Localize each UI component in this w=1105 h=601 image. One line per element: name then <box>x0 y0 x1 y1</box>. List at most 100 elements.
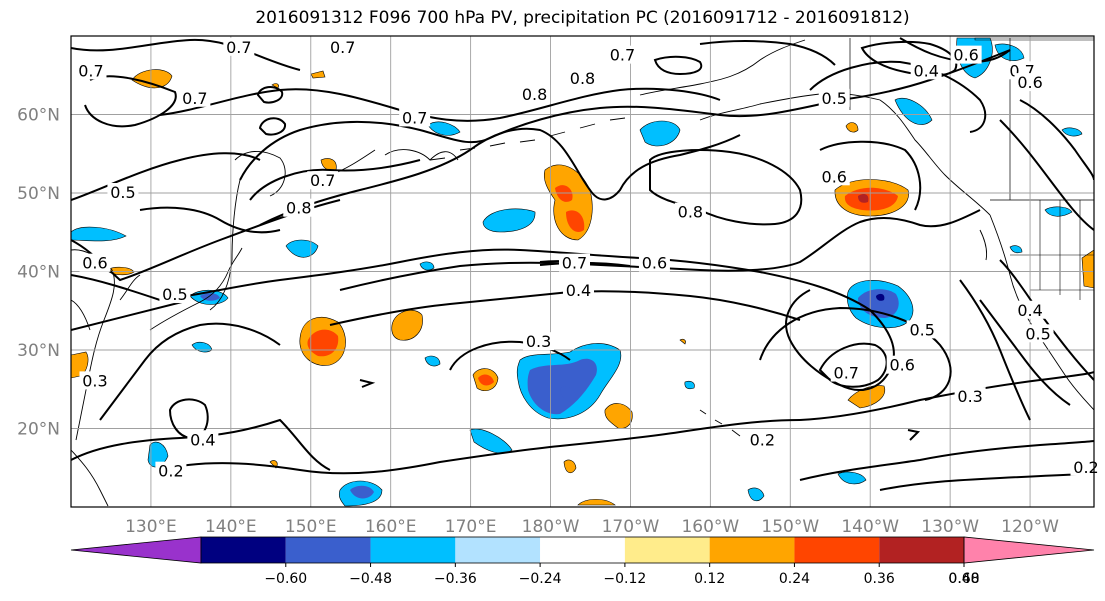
colorbar-tick-label: −0.24 <box>519 571 562 587</box>
colorbar-bin <box>201 537 286 563</box>
colorbar-tick-label: 0.60 <box>948 571 979 587</box>
contour-label-bg <box>606 45 638 64</box>
contour-label: 0.8 <box>678 203 703 222</box>
lat-tick-label: 50°N <box>17 184 60 204</box>
contour-label: 0.3 <box>526 332 551 351</box>
contour-label: 0.5 <box>110 183 135 202</box>
contour-label-bg <box>563 281 595 300</box>
lon-tick-label: 140°W <box>841 517 899 537</box>
colorbar-extend-min <box>70 536 202 564</box>
contour-label: 0.5 <box>909 320 934 339</box>
colorbar-bin <box>624 537 710 563</box>
colorbar-tick-label: −0.12 <box>603 571 646 587</box>
contour-label-bg <box>638 253 670 272</box>
contour-label-bg <box>830 363 862 382</box>
contour-label: 0.4 <box>913 61 938 80</box>
contour-label-bg <box>523 332 555 351</box>
contour-label-bg <box>79 371 111 390</box>
contour-label-bg <box>179 88 211 107</box>
lat-tick-label: 40°N <box>17 263 60 283</box>
lon-tick-label: 160°E <box>365 517 417 537</box>
contour-label: 0.4 <box>190 430 215 449</box>
contour-label: 0.4 <box>566 281 591 300</box>
contour-label: 0.4 <box>1017 301 1042 320</box>
map-title: 2016091312 F096 700 hPa PV, precipitatio… <box>255 8 910 28</box>
colorbar-bin <box>370 537 456 563</box>
colorbar-tick-label: −0.36 <box>434 571 477 587</box>
contour-label: 0.7 <box>610 46 635 65</box>
contour-label: 0.8 <box>522 85 547 104</box>
contour-label-bg <box>567 69 598 88</box>
contour-label-bg <box>327 37 359 56</box>
contour-label: 0.6 <box>82 254 107 273</box>
colorbar-tick-label: 0.24 <box>779 571 810 587</box>
contour-label-bg <box>399 108 431 127</box>
contour-label: 0.8 <box>570 69 595 88</box>
contour-label-bg <box>910 61 942 80</box>
contour-label: 0.7 <box>834 364 859 383</box>
colorbar-bin <box>794 537 880 563</box>
colorbar-tick-label: 0.12 <box>694 571 725 587</box>
colorbar-tick-label: −0.60 <box>264 571 307 587</box>
contour-label-bg <box>559 253 591 272</box>
contour-label: 0.7 <box>310 171 335 190</box>
colorbar-bin <box>540 537 625 563</box>
lon-tick-label: 170°W <box>602 517 660 537</box>
colorbar: −0.60 −0.48 −0.36 −0.24 −0.12 0.12 0.24 0.36 0.4… <box>70 536 1095 587</box>
colorbar-bin <box>709 537 795 563</box>
contour-label-bg <box>159 285 191 304</box>
contour-label: 0.7 <box>226 38 251 57</box>
map-frame <box>70 35 1095 508</box>
pv-contours <box>71 37 1094 491</box>
colorbar-tick-label: 0.48 <box>948 571 979 587</box>
contour-label-bg <box>519 84 551 103</box>
lon-tick-label: 160°W <box>681 517 739 537</box>
lon-tick-label: 120°W <box>1001 517 1059 537</box>
contour-label-bg <box>223 37 255 56</box>
contour-label: 0.7 <box>78 61 103 80</box>
contour-label-bg <box>283 198 315 217</box>
lat-axis-labels: 60°N 50°N 40°N 30°N 20°N <box>17 106 60 440</box>
lat-tick-label: 20°N <box>17 420 60 440</box>
colorbar-tick-label: −0.48 <box>349 571 392 587</box>
contour-label: 0.3 <box>957 387 982 406</box>
colorbar-bin <box>285 537 371 563</box>
contour-label: 0.6 <box>1017 73 1042 92</box>
lon-tick-label: 180°W <box>522 517 580 537</box>
contour-label-bg <box>818 167 850 186</box>
contour-label: 0.5 <box>1025 324 1050 343</box>
contour-label-bg <box>107 183 139 201</box>
contour-label: 0.7 <box>182 89 207 108</box>
contour-label: 0.2 <box>750 430 775 449</box>
contour-label: 0.8 <box>286 199 311 218</box>
contour-label: 0.5 <box>822 89 847 108</box>
lon-tick-label: 140°E <box>205 517 257 537</box>
contour-label: 0.7 <box>562 254 587 273</box>
contour-label-bg <box>906 320 938 339</box>
contour-label-bg <box>1014 73 1046 92</box>
lon-tick-label: 170°E <box>445 517 497 537</box>
colorbar-extend-max <box>963 536 1095 564</box>
contour-label: 0.6 <box>953 46 978 65</box>
contour-label-bg <box>155 461 187 480</box>
colorbar-bin <box>455 537 541 563</box>
contour-label: 0.6 <box>889 356 914 375</box>
contour-label: 0.6 <box>822 167 847 186</box>
contour-label-bg <box>818 88 850 107</box>
lon-tick-label: 130°E <box>125 517 177 537</box>
lon-tick-label: 150°E <box>285 517 337 537</box>
contour-label-bg <box>886 355 918 374</box>
contour-label-bg <box>187 430 219 449</box>
contour-label-bg <box>1014 300 1046 319</box>
contour-labels: 0.7 0.7 0.7 0.7 0.8 0.8 0.7 0.7 0.4 0.6 0.7 0.6 0.5 0… <box>75 37 1102 481</box>
colorbar-outline <box>200 536 965 564</box>
contour-label: 0.2 <box>158 462 183 481</box>
contour-label-bg <box>674 202 706 221</box>
contour-label: 0.5 <box>162 285 187 304</box>
colorbar-tick-label: 0.36 <box>864 571 895 587</box>
lon-tick-label: 130°W <box>921 517 979 537</box>
contour-label: 0.2 <box>1073 458 1098 477</box>
contour-label-bg <box>79 253 111 272</box>
lon-tick-label: 150°W <box>761 517 819 537</box>
